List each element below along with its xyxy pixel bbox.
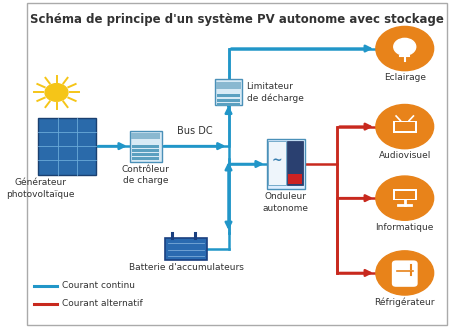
Text: Bus DC: Bus DC (177, 126, 212, 136)
Circle shape (376, 27, 434, 71)
FancyBboxPatch shape (165, 237, 207, 260)
FancyBboxPatch shape (217, 94, 240, 97)
FancyBboxPatch shape (132, 145, 159, 148)
FancyBboxPatch shape (27, 3, 447, 325)
FancyBboxPatch shape (217, 99, 240, 102)
Text: Limitateur
de décharge: Limitateur de décharge (246, 82, 303, 103)
FancyBboxPatch shape (217, 103, 240, 106)
Text: Schéma de principe d'un système PV autonome avec stockage: Schéma de principe d'un système PV auton… (30, 13, 444, 26)
Circle shape (376, 251, 434, 295)
FancyBboxPatch shape (267, 139, 305, 189)
FancyBboxPatch shape (288, 174, 302, 184)
Text: Audiovisuel: Audiovisuel (379, 151, 431, 160)
FancyBboxPatch shape (392, 189, 417, 200)
FancyBboxPatch shape (132, 153, 159, 156)
Text: Batterie d'accumulateurs: Batterie d'accumulateurs (128, 263, 244, 272)
Text: ~: ~ (272, 154, 283, 167)
FancyBboxPatch shape (395, 122, 415, 131)
Text: Générateur
photovoltaïque: Générateur photovoltaïque (6, 178, 75, 198)
FancyBboxPatch shape (215, 79, 242, 106)
Circle shape (376, 105, 434, 149)
Text: Courant continu: Courant continu (62, 281, 135, 291)
Circle shape (45, 84, 68, 101)
FancyBboxPatch shape (130, 131, 162, 162)
FancyBboxPatch shape (392, 121, 417, 133)
Text: Eclairage: Eclairage (384, 73, 426, 82)
FancyBboxPatch shape (131, 133, 160, 139)
FancyBboxPatch shape (132, 157, 159, 160)
FancyBboxPatch shape (217, 82, 241, 89)
FancyBboxPatch shape (287, 141, 303, 185)
Text: Courant alternatif: Courant alternatif (62, 299, 142, 308)
Text: Onduleur
autonome: Onduleur autonome (263, 193, 309, 213)
Text: Réfrigérateur: Réfrigérateur (374, 298, 435, 307)
FancyBboxPatch shape (392, 260, 418, 287)
FancyBboxPatch shape (132, 149, 159, 152)
Circle shape (394, 38, 416, 55)
FancyBboxPatch shape (395, 191, 415, 198)
FancyBboxPatch shape (38, 118, 96, 174)
Text: Informatique: Informatique (375, 223, 434, 232)
Text: Contrôleur
de charge: Contrôleur de charge (122, 165, 170, 185)
FancyBboxPatch shape (268, 141, 286, 185)
Circle shape (376, 176, 434, 220)
